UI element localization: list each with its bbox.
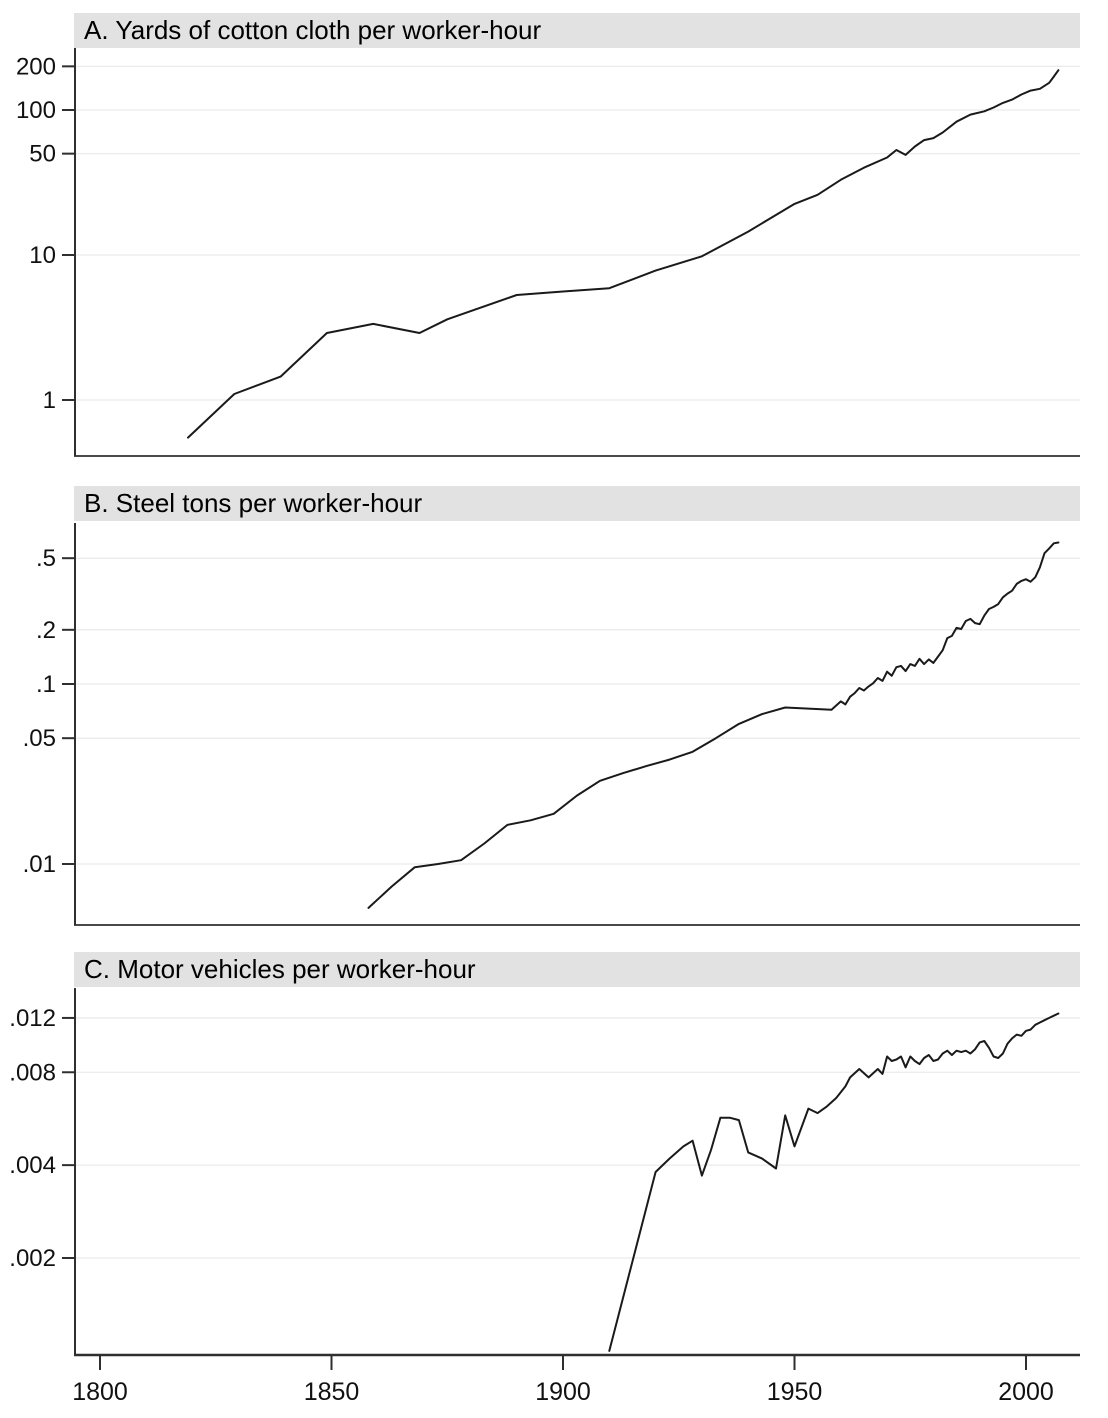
y-tick-label: 10	[29, 242, 56, 269]
x-tick-label: 1850	[304, 1378, 360, 1406]
series-line-panel-C	[608, 1012, 1060, 1352]
y-tick-label: .1	[36, 671, 56, 698]
y-tick-label: .01	[23, 851, 56, 878]
x-tick-label: 1950	[767, 1378, 823, 1406]
y-tick-label: .004	[9, 1152, 56, 1179]
panel-c-header: C. Motor vehicles per worker-hour	[74, 952, 1080, 987]
y-tick-label: .002	[9, 1245, 56, 1272]
panel-c-title: C. Motor vehicles per worker-hour	[84, 954, 476, 984]
y-tick-label: .05	[23, 725, 56, 752]
series-line-panel-B	[367, 541, 1060, 909]
y-tick-label: 50	[29, 141, 56, 168]
series-line-panel-A	[187, 69, 1060, 439]
panel-b-header: B. Steel tons per worker-hour	[74, 486, 1080, 521]
y-tick-label: .5	[36, 545, 56, 572]
x-tick-label: 2000	[998, 1378, 1054, 1406]
y-tick-label: .008	[9, 1059, 56, 1086]
x-tick-label: 1800	[72, 1378, 128, 1406]
y-tick-label: .2	[36, 617, 56, 644]
x-tick-label: 1900	[535, 1378, 591, 1406]
panel-a-header: A. Yards of cotton cloth per worker-hour	[74, 13, 1080, 48]
panel-a-title: A. Yards of cotton cloth per worker-hour	[84, 15, 542, 45]
y-tick-label: 200	[16, 53, 56, 80]
y-tick-label: 1	[43, 387, 56, 414]
y-tick-label: 100	[16, 97, 56, 124]
panel-b-title: B. Steel tons per worker-hour	[84, 488, 423, 518]
y-tick-label: .012	[9, 1005, 56, 1032]
